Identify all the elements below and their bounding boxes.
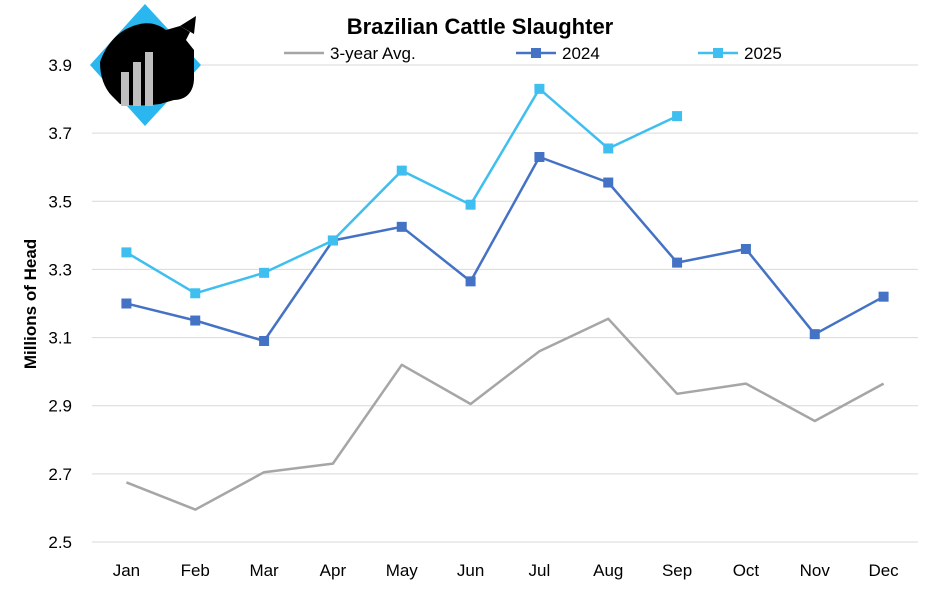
data-point-2025 [534,83,545,94]
legend: 3-year Avg. 2024 2025 [284,44,782,63]
data-point-2024 [672,257,683,268]
y-axis-label: Millions of Head [21,239,40,369]
x-tick-label: Feb [181,561,210,580]
legend-entry-2025: 2025 [698,44,782,63]
x-tick-label: Sep [662,561,692,580]
data-point-2025 [465,199,476,210]
data-point-2025 [603,143,614,154]
x-tick-label: Aug [593,561,623,580]
y-tick-label: 3.3 [48,260,72,279]
y-tick-label: 3.9 [48,56,72,75]
x-tick-label: May [386,561,419,580]
data-point-2025 [259,267,270,278]
series-lines [121,83,889,511]
data-point-2024 [190,315,201,326]
data-point-2025 [396,165,407,176]
data-point-2025 [327,235,338,246]
data-point-2025 [121,247,132,258]
x-tick-label: Jan [113,561,140,580]
chart-title: Brazilian Cattle Slaughter [347,14,614,39]
y-axis-ticks: 2.5 2.7 2.9 3.1 3.3 3.5 3.7 3.9 [48,56,72,552]
y-tick-label: 2.7 [48,465,72,484]
y-tick-label: 3.7 [48,124,72,143]
series-line-3-year-avg [125,317,885,511]
data-point-2025 [190,288,201,299]
x-tick-label: Apr [320,561,347,580]
x-tick-label: Jun [457,561,484,580]
legend-label-2025: 2025 [744,44,782,63]
data-point-2024 [465,276,476,287]
data-point-2024 [259,335,270,346]
x-tick-label: Jul [529,561,551,580]
data-point-2024 [878,291,889,302]
x-tick-label: Dec [868,561,899,580]
legend-entry-2024: 2024 [516,44,600,63]
cow-bar-chart-logo [90,4,201,126]
data-point-2024 [603,177,614,188]
data-point-2024 [809,329,820,340]
data-point-2024 [740,243,751,254]
data-point-2025 [672,111,683,122]
legend-label-3-year-avg: 3-year Avg. [330,44,416,63]
x-tick-label: Mar [249,561,279,580]
y-tick-label: 3.1 [48,329,72,348]
x-tick-label: Nov [800,561,831,580]
y-tick-label: 3.5 [48,192,72,211]
x-tick-label: Oct [733,561,760,580]
legend-label-2024: 2024 [562,44,600,63]
x-axis-ticks: Jan Feb Mar Apr May Jun Jul Aug Sep Oct Nov Dec [113,561,899,580]
gridlines [92,64,918,543]
legend-entry-3-year-avg: 3-year Avg. [284,44,416,63]
series-line-2025 [125,87,678,295]
series-line-2024 [126,155,885,343]
data-point-2024 [121,298,132,309]
y-tick-label: 2.9 [48,397,72,416]
data-point-2024 [534,151,545,162]
data-point-2024 [396,221,407,232]
y-tick-label: 2.5 [48,533,72,552]
